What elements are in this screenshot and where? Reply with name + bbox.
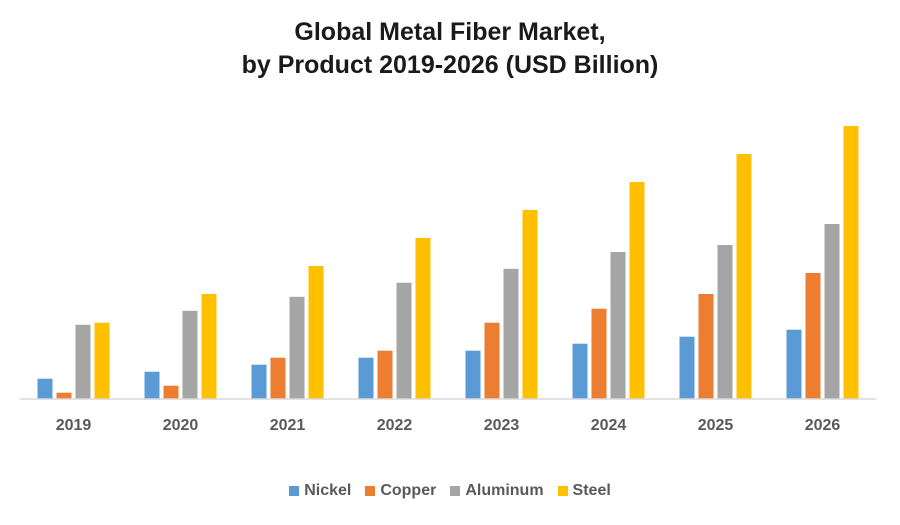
x-tick-label-2019: 2019	[56, 417, 92, 434]
legend-item-copper: Copper	[365, 482, 436, 500]
bar-steel-2025	[736, 154, 752, 399]
x-tick-labels: 2019 2020 2021 2022 2023 2024 2025 2026	[56, 417, 841, 434]
bar-nickel-2020	[144, 371, 160, 399]
bar-copper-2022	[377, 350, 393, 399]
chart-title: Global Metal Fiber Market, by Product 20…	[0, 16, 900, 82]
bar-copper-2023	[484, 322, 500, 399]
bar-copper-2024	[591, 308, 607, 399]
bar-aluminum-2022	[396, 282, 412, 399]
legend-swatch-nickel	[289, 486, 300, 496]
legend-swatch-steel	[557, 486, 568, 496]
legend-label-nickel: Nickel	[304, 482, 352, 499]
x-tick-label-2020: 2020	[163, 417, 199, 434]
x-tick-label-2026: 2026	[805, 417, 841, 434]
bar-steel-2023	[522, 210, 538, 399]
bar-copper-2021	[270, 357, 286, 399]
legend-swatch-copper	[365, 486, 376, 496]
bar-copper-2026	[805, 273, 821, 399]
bar-nickel-2024	[572, 343, 588, 399]
bar-steel-2022	[415, 238, 431, 399]
bar-aluminum-2021	[289, 296, 305, 399]
legend-label-aluminum: Aluminum	[465, 482, 544, 499]
legend-item-steel: Steel	[557, 482, 611, 500]
bar-nickel-2021	[251, 364, 267, 399]
legend-item-nickel: Nickel	[289, 482, 351, 500]
legend-item-aluminum: Aluminum	[450, 482, 544, 500]
bar-nickel-2022	[358, 357, 374, 399]
bars-group	[37, 126, 859, 399]
bar-copper-2020	[163, 385, 179, 399]
bar-nickel-2023	[465, 350, 481, 399]
chart-title-line-2: by Product 2019-2026 (USD Billion)	[241, 51, 659, 79]
bar-steel-2024	[629, 182, 645, 399]
bar-aluminum-2019	[75, 324, 91, 399]
bar-steel-2026	[843, 126, 859, 399]
bar-copper-2025	[698, 294, 714, 399]
bar-aluminum-2026	[824, 224, 840, 399]
legend: Nickel Copper Aluminum Steel	[0, 482, 900, 500]
bar-copper-2019	[56, 392, 72, 399]
legend-swatch-aluminum	[450, 486, 461, 496]
bar-aluminum-2025	[717, 245, 733, 399]
bar-nickel-2019	[37, 378, 53, 399]
bar-steel-2021	[308, 266, 324, 399]
bar-nickel-2026	[786, 329, 802, 399]
legend-label-steel: Steel	[572, 482, 611, 499]
bar-aluminum-2023	[503, 268, 519, 399]
bar-aluminum-2024	[610, 252, 626, 399]
bar-aluminum-2020	[182, 310, 198, 399]
legend-label-copper: Copper	[380, 482, 437, 499]
x-tick-label-2023: 2023	[484, 417, 520, 434]
bar-nickel-2025	[679, 336, 695, 399]
x-tick-label-2021: 2021	[270, 417, 306, 434]
bar-steel-2019	[94, 322, 110, 399]
bar-steel-2020	[201, 294, 217, 399]
chart-title-line-1: Global Metal Fiber Market,	[294, 18, 606, 46]
x-tick-label-2024: 2024	[591, 417, 627, 434]
x-tick-label-2025: 2025	[698, 417, 734, 434]
x-tick-label-2022: 2022	[377, 417, 413, 434]
